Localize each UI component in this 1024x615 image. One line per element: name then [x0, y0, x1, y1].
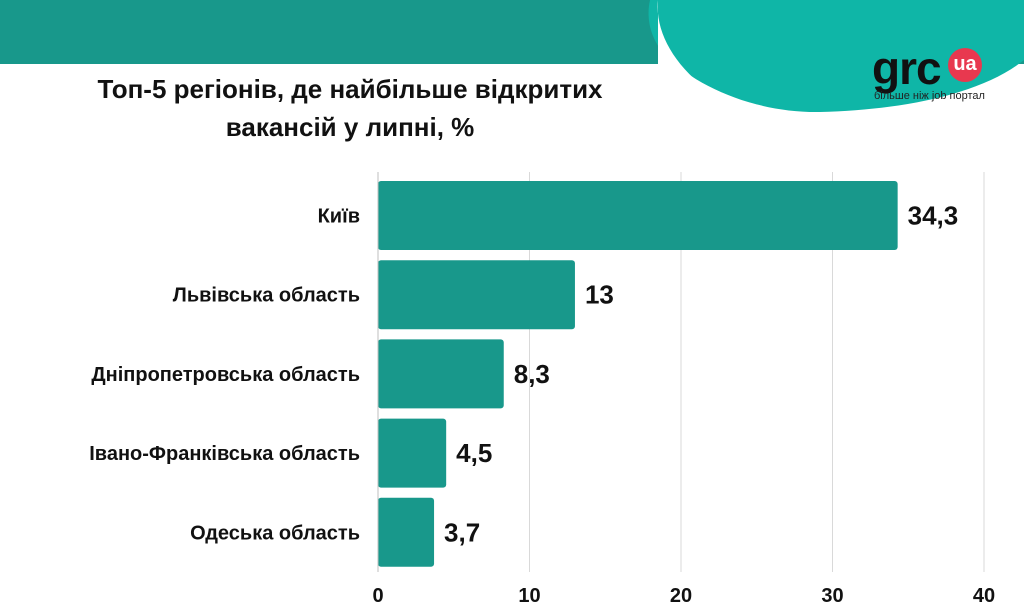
bar	[378, 339, 504, 409]
data-label: 3,7	[444, 517, 480, 547]
header-decoration	[648, 0, 1024, 160]
logo-badge: ua	[948, 48, 982, 82]
chart-title-line-2: вакансій у липні, %	[225, 112, 475, 142]
x-tick-label: 10	[518, 585, 540, 607]
x-tick-label: 0	[372, 585, 383, 607]
chart-title: Топ-5 регіонів, де найбільше відкритих в…	[30, 70, 670, 146]
data-label: 8,3	[514, 359, 550, 389]
bar	[378, 418, 447, 488]
category-label: Івано-Франківська область	[89, 443, 360, 465]
category-label: Дніпропетровська область	[91, 364, 360, 386]
category-label: Львівська область	[173, 285, 360, 307]
x-tick-label: 40	[973, 585, 995, 607]
grc-logo: grc ua більше ніж job портал	[862, 42, 992, 106]
logo-wordmark: grc	[872, 42, 942, 94]
category-label: Київ	[318, 206, 360, 228]
logo-tagline: більше ніж job портал	[874, 90, 985, 102]
header-wave-light	[648, 0, 1024, 113]
x-tick-label: 30	[821, 585, 843, 607]
category-label: Одеська область	[190, 522, 360, 544]
data-label: 34,3	[908, 201, 959, 231]
header-wave-white	[657, 0, 1024, 160]
bar	[378, 497, 435, 567]
data-label: 13	[585, 280, 614, 310]
data-label: 4,5	[456, 438, 492, 468]
x-tick-label: 20	[670, 585, 692, 607]
bar	[378, 181, 898, 250]
bar	[378, 260, 575, 330]
chart-title-line-1: Топ-5 регіонів, де найбільше відкритих	[97, 74, 603, 104]
